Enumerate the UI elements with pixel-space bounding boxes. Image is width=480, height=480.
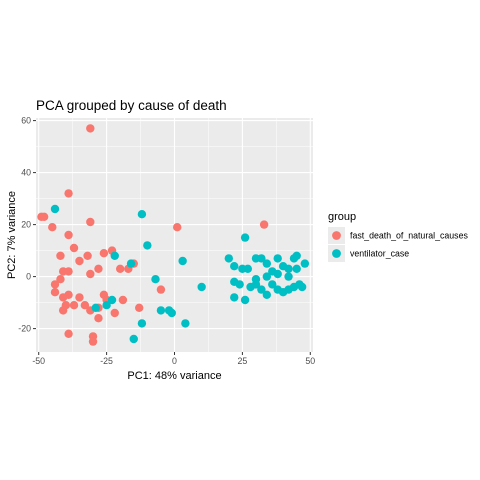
point-fast-death [56,275,65,284]
point-ventilator [273,254,282,263]
point-fast-death [58,306,68,315]
point-ventilator [50,204,60,214]
point-fast-death [156,285,166,294]
point-ventilator [243,264,253,273]
point-ventilator [107,295,117,305]
y-tick-label: 20 [21,220,31,230]
x-axis-title: PC1: 48% variance [127,370,221,382]
point-ventilator [251,275,261,284]
point-fast-death [94,264,103,273]
point-fast-death [39,212,49,221]
point-ventilator [178,256,187,266]
point-fast-death [64,230,73,240]
legend-label-fast-death: fast_death_of_natural_causes [350,231,468,241]
point-ventilator [129,334,138,344]
point-ventilator [257,285,266,294]
x-tick-label: -50 [32,356,45,366]
point-ventilator [110,251,119,260]
point-fast-death [110,308,119,318]
point-ventilator [240,233,250,242]
point-fast-death [86,217,95,227]
point-ventilator [151,275,160,284]
y-axis-title: PC2: 7% variance [6,191,18,279]
point-fast-death [80,301,90,310]
point-ventilator [156,306,166,315]
y-tick-label: 40 [21,168,31,178]
point-ventilator [262,259,272,268]
point-ventilator [292,264,301,273]
point-fast-death [99,249,109,258]
point-ventilator [137,210,147,219]
x-tick-label: -25 [100,356,113,366]
point-ventilator [230,262,239,271]
x-tick-label: 50 [305,356,315,366]
point-ventilator [284,272,293,281]
legend-label-ventilator: ventilator_case [350,249,409,259]
point-fast-death [86,269,95,279]
point-fast-death [56,251,65,260]
x-axis: -50 -25 0 25 50 [32,352,315,366]
point-ventilator [126,259,136,268]
point-fast-death [75,293,84,302]
point-fast-death [88,337,98,346]
point-fast-death [86,124,95,133]
point-fast-death [58,293,68,302]
legend-key-fast-death [332,231,341,240]
point-fast-death [50,280,60,289]
point-ventilator [273,269,282,279]
point-fast-death [173,223,182,232]
point-ventilator [268,280,277,289]
point-ventilator [257,254,266,263]
point-ventilator [292,251,301,260]
point-fast-death [69,301,79,310]
x-tick-label: 0 [172,356,177,366]
point-ventilator [262,290,272,299]
point-ventilator [197,282,206,292]
point-fast-death [48,223,57,232]
point-fast-death [50,288,60,297]
data-points [37,124,310,346]
point-ventilator [181,319,190,328]
legend: group fast_death_of_natural_causes venti… [328,211,468,262]
point-fast-death [115,264,125,273]
point-fast-death [135,303,144,312]
point-ventilator [300,259,310,268]
chart-title: PCA grouped by cause of death [36,98,227,113]
point-fast-death [64,189,73,198]
point-ventilator [143,241,152,250]
point-ventilator [167,308,176,318]
point-fast-death [75,256,84,266]
point-ventilator [102,301,111,310]
point-fast-death [64,329,73,338]
y-tick-label: -20 [18,324,31,334]
point-ventilator [262,272,272,281]
point-ventilator [91,303,100,312]
point-ventilator [224,254,234,263]
x-tick-label: 25 [237,356,247,366]
legend-title: group [328,211,356,223]
y-tick-label: 60 [21,116,31,126]
point-ventilator [297,282,307,292]
point-ventilator [240,295,250,305]
point-ventilator [235,280,244,289]
point-fast-death [83,251,92,260]
point-fast-death [64,267,73,276]
legend-key-ventilator [332,249,341,258]
point-ventilator [284,264,293,273]
point-fast-death [69,243,79,253]
y-axis: -20 0 20 40 60 [18,116,36,334]
y-tick-label: 0 [26,272,31,282]
point-fast-death [118,295,128,305]
point-ventilator [137,319,147,328]
point-fast-death [94,314,103,323]
point-fast-death [259,220,269,229]
point-ventilator [230,293,239,302]
